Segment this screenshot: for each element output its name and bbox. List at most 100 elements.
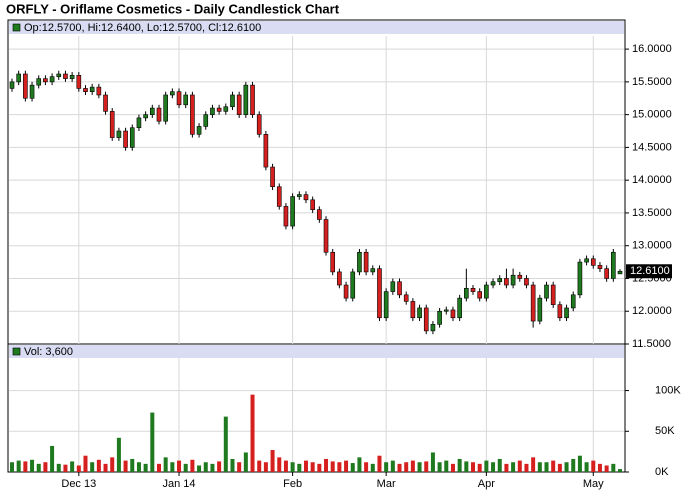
candle-body: [83, 88, 88, 93]
candle-body: [430, 324, 436, 332]
volume-bar: [156, 463, 161, 472]
volume-bar: [223, 416, 228, 472]
volume-bar: [424, 461, 429, 472]
x-tick-label: Jan 14: [163, 478, 196, 490]
y-tick-label: 15.5000: [632, 76, 672, 88]
plot-layer: 11.500012.000012.500013.000013.500014.00…: [9, 36, 681, 490]
candle-body: [243, 84, 249, 115]
candle-body: [36, 78, 42, 86]
volume-bar: [76, 465, 81, 472]
candle-body: [123, 130, 128, 148]
candle-body: [357, 251, 362, 273]
volume-bar: [270, 450, 275, 472]
volume-bar: [350, 463, 355, 472]
candle-body: [423, 307, 429, 332]
volume-bar: [243, 452, 248, 472]
x-tick-label: Feb: [283, 478, 302, 490]
x-tick-label: Dec 13: [61, 478, 96, 490]
candle-body: [323, 219, 329, 253]
volume-bar: [390, 460, 395, 472]
volume-bar: [50, 445, 55, 472]
legend-band: [9, 21, 624, 34]
candle-body: [617, 270, 623, 275]
candle-body: [597, 265, 603, 269]
volume-bar: [584, 462, 589, 472]
candle-body: [43, 78, 48, 83]
candle-body: [577, 261, 583, 296]
candle-body: [276, 186, 282, 207]
candle-body: [136, 117, 142, 129]
volume-bar: [357, 457, 362, 472]
candle-body: [96, 86, 102, 96]
candle-body: [89, 86, 95, 93]
volume-bar: [310, 462, 315, 472]
volume-bar: [143, 463, 148, 472]
candle-body: [9, 81, 15, 89]
candle-body: [383, 291, 389, 319]
price-panel: [7, 19, 626, 345]
volume-bar: [16, 460, 21, 472]
volume-bar: [511, 462, 516, 472]
candle-body: [109, 111, 115, 138]
volume-bar: [617, 469, 623, 472]
candle-body: [464, 287, 469, 299]
volume-bar: [290, 462, 295, 472]
volume-bar: [317, 463, 322, 472]
candle-body: [203, 114, 209, 127]
volume-bar: [450, 463, 455, 472]
candle-body: [604, 268, 609, 279]
candle-body: [564, 307, 569, 319]
volume-bar: [250, 394, 255, 472]
volume-panel: [7, 343, 626, 473]
candle-body: [470, 287, 476, 292]
volume-bar: [417, 462, 422, 472]
volume-bar: [484, 460, 489, 472]
volume-bar: [23, 461, 28, 472]
candle-body: [450, 309, 456, 319]
candle-body: [143, 114, 148, 119]
y-tick-label: 12.0000: [632, 305, 672, 317]
candle-body: [477, 291, 482, 299]
volume-bar: [90, 462, 95, 472]
volume-bar: [430, 452, 435, 472]
volume-bar: [531, 457, 536, 472]
candle-body: [303, 194, 309, 201]
candle-body: [210, 107, 215, 115]
last-price-tag: [626, 264, 672, 279]
candle-body: [417, 307, 422, 319]
candle-body: [537, 297, 543, 322]
volume-bar: [364, 462, 369, 472]
volume-bar: [257, 460, 262, 472]
last-price-label: 12.6100: [630, 265, 670, 277]
candle-body: [484, 284, 489, 299]
chart-title: ORFLY - Oriflame Cosmetics - Daily Candl…: [6, 1, 340, 16]
volume-bar: [330, 461, 335, 472]
candle-body: [183, 94, 189, 106]
candle-body: [163, 94, 168, 122]
volume-bar: [551, 460, 556, 472]
volume-bar: [557, 463, 562, 472]
volume-bar: [103, 463, 108, 472]
candle-body: [103, 94, 108, 112]
candle-body: [16, 73, 21, 83]
candle-body: [370, 268, 376, 273]
candle-body: [504, 278, 509, 286]
candle-body: [49, 76, 55, 83]
volume-bar: [384, 462, 389, 472]
candle-body: [170, 91, 175, 96]
candle-body: [497, 278, 503, 283]
candle-body: [490, 281, 496, 286]
volume-bar: [136, 462, 141, 472]
y2-tick-label: 100K: [655, 384, 681, 396]
volume-bar: [404, 462, 409, 472]
volume-bar: [437, 462, 442, 472]
volume-bar: [210, 463, 215, 472]
candle-body: [296, 194, 302, 197]
volume-bar: [230, 458, 235, 472]
volume-bar: [297, 463, 302, 472]
candle-body: [330, 251, 336, 273]
candle-body: [29, 84, 35, 99]
candle-body: [69, 75, 75, 79]
volume-bar: [116, 437, 121, 472]
